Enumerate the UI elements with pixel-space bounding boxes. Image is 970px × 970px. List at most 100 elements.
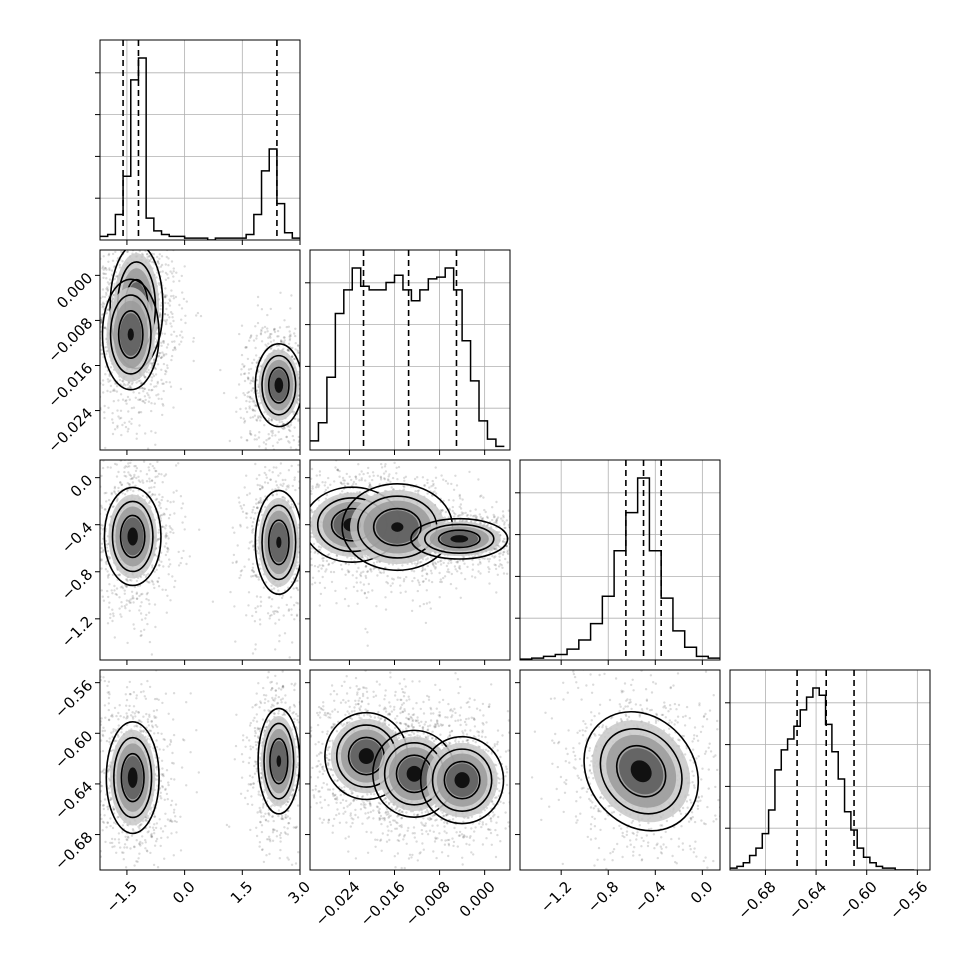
sample-point [105, 268, 108, 271]
sample-point [101, 595, 105, 598]
sample-point [304, 567, 306, 569]
sample-point [164, 535, 167, 538]
sample-point [328, 553, 331, 556]
sample-point [276, 441, 279, 444]
sample-point [71, 566, 73, 568]
scatter-panel-1-0 [87, 193, 318, 450]
sample-point [304, 538, 306, 540]
sample-point [354, 475, 358, 478]
sample-point [114, 382, 117, 385]
sample-point [297, 582, 299, 584]
sample-point [145, 233, 147, 235]
sample-point [87, 341, 89, 343]
sample-point [249, 379, 253, 382]
sample-point [126, 430, 129, 433]
sample-point [192, 359, 195, 363]
sample-point [111, 259, 115, 262]
sample-point [150, 247, 152, 249]
sample-point [288, 349, 291, 352]
sample-point [238, 501, 241, 504]
sample-point [100, 559, 103, 562]
sample-point [164, 278, 168, 281]
sample-point [330, 580, 334, 584]
sample-point [94, 306, 96, 308]
sample-point [91, 312, 93, 314]
sample-point [287, 586, 290, 589]
sample-point [295, 362, 298, 365]
sample-point [165, 507, 168, 511]
sample-point [125, 585, 128, 588]
sample-point [307, 428, 309, 430]
sample-point [263, 424, 266, 427]
sample-point [346, 434, 348, 436]
sample-point [108, 583, 111, 586]
sample-point [169, 322, 172, 325]
sample-point [94, 309, 96, 311]
sample-point [258, 415, 262, 418]
sample-point [266, 330, 269, 333]
sample-point [254, 648, 257, 651]
sample-point [279, 339, 283, 342]
sample-point [375, 560, 379, 564]
sample-point [143, 401, 147, 405]
sample-point [164, 296, 167, 299]
sample-point [152, 246, 154, 248]
sample-point [165, 320, 168, 324]
sample-point [260, 416, 263, 419]
sample-point [150, 653, 154, 656]
sample-point [148, 193, 150, 195]
sample-point [155, 340, 158, 344]
sample-point [265, 476, 268, 479]
sample-point [310, 467, 314, 471]
sample-point [345, 472, 348, 476]
sample-point [170, 272, 174, 275]
sample-point [135, 467, 139, 470]
sample-point [239, 574, 242, 577]
sample-point [123, 589, 126, 592]
sample-point [164, 473, 168, 476]
sample-point [265, 439, 268, 442]
sample-point [159, 265, 163, 268]
sample-point [145, 480, 149, 483]
sample-point [96, 345, 98, 347]
sample-point [258, 500, 261, 503]
sample-point [139, 593, 143, 596]
sample-point [172, 275, 175, 278]
sample-point [107, 252, 111, 256]
sample-point [344, 573, 347, 576]
sample-point [101, 288, 105, 291]
sample-point [282, 422, 285, 426]
sample-point [135, 227, 137, 229]
sample-point [105, 350, 108, 353]
sample-point [108, 557, 112, 560]
sample-point [276, 335, 279, 338]
sample-point [257, 436, 261, 439]
sample-point [310, 547, 313, 550]
sample-point [300, 569, 302, 571]
sample-point [166, 534, 169, 538]
sample-point [297, 419, 300, 423]
sample-point [95, 303, 97, 305]
sample-point [243, 565, 246, 568]
sample-point [142, 573, 146, 576]
sample-point [119, 481, 122, 484]
sample-point [154, 367, 157, 371]
sample-point [316, 368, 318, 370]
sample-point [287, 424, 290, 427]
sample-point [107, 573, 111, 576]
sample-point [192, 340, 195, 343]
sample-point [134, 469, 138, 473]
sample-point [95, 332, 97, 334]
sample-point [94, 392, 96, 394]
sample-point [259, 600, 263, 603]
sample-point [106, 453, 108, 455]
sample-point [346, 482, 349, 485]
sample-point [250, 540, 253, 543]
sample-point [93, 312, 95, 314]
sample-point [145, 574, 148, 577]
sample-point [180, 330, 183, 333]
sample-point [339, 563, 343, 567]
sample-point [304, 506, 306, 508]
sample-point [103, 416, 106, 420]
